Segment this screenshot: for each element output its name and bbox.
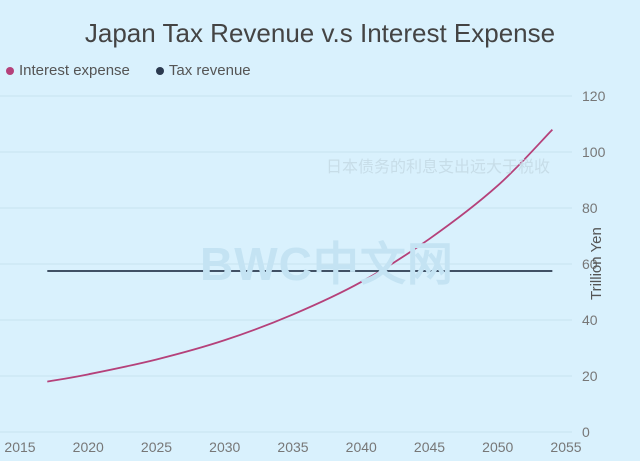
watermark-chinese-text: 日本债务的利息支出远大于税收 <box>326 159 551 176</box>
y-tick-label-100: 100 <box>582 144 606 160</box>
x-tick-label-2015: 2015 <box>4 439 35 455</box>
legend-item-interest: Interest expense <box>6 62 130 79</box>
y-tick-label-40: 40 <box>582 312 598 328</box>
y-tick-label-60: 60 <box>582 256 598 272</box>
x-tick-label-2030: 2030 <box>209 439 240 455</box>
series-line-interest-expense <box>47 128 553 383</box>
y-axis-label: Trillion Yen <box>588 227 605 300</box>
chart-title: Japan Tax Revenue v.s Interest Expense <box>84 18 556 48</box>
legend-label-tax: Tax revenue <box>168 62 251 79</box>
y-tick-label-20: 20 <box>582 368 598 384</box>
legend-marker-tax <box>155 66 164 75</box>
legend: Interest expense Tax revenue <box>6 62 251 79</box>
watermark-brand: BWC中文网 <box>200 238 454 290</box>
legend-label-interest: Interest expense <box>19 62 130 79</box>
y-tick-label-120: 120 <box>582 88 606 104</box>
y-tick-label-80: 80 <box>582 200 598 216</box>
legend-marker-interest <box>6 66 14 75</box>
x-tick-label-2055: 2055 <box>550 439 581 455</box>
x-tick-label-2050: 2050 <box>482 439 513 455</box>
x-tick-label-2040: 2040 <box>346 439 377 455</box>
legend-item-tax: Tax revenue <box>155 62 251 79</box>
x-tick-label-2045: 2045 <box>414 439 445 455</box>
x-tick-label-2035: 2035 <box>277 439 308 455</box>
x-tick-label-2025: 2025 <box>141 439 172 455</box>
x-tick-label-2020: 2020 <box>73 439 104 455</box>
y-tick-label-0: 0 <box>582 424 590 440</box>
